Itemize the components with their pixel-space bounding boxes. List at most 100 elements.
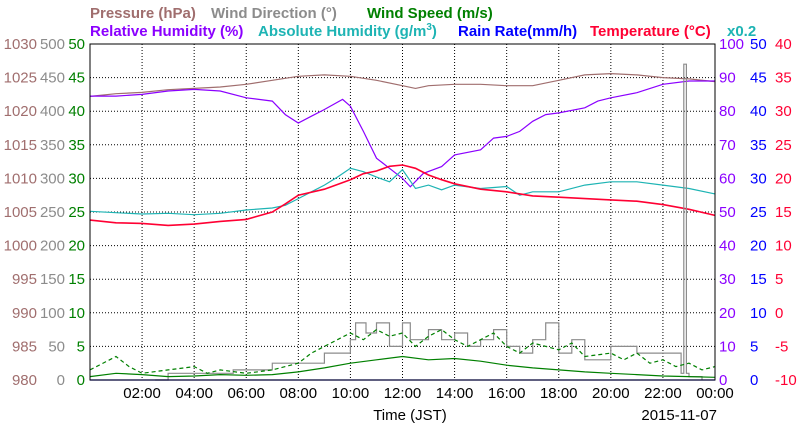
y-tick-temperature: 0 bbox=[775, 305, 783, 322]
y-tick-wind_speed: 0 bbox=[77, 372, 85, 389]
y-tick-absolute_humidity: 5 bbox=[750, 338, 758, 355]
y-tick-relative_humidity: 0 bbox=[719, 372, 727, 389]
y-tick-pressure: 1010 bbox=[4, 170, 37, 187]
y-tick-absolute_humidity: 25 bbox=[750, 204, 767, 221]
y-tick-wind_direction: 100 bbox=[40, 305, 65, 322]
y-tick-wind_speed: 35 bbox=[68, 137, 85, 154]
plot-frame bbox=[89, 43, 716, 381]
y-tick-wind_direction: 250 bbox=[40, 204, 65, 221]
legend-absolute-humidity-suffix: ) bbox=[432, 23, 437, 40]
y-tick-temperature: 20 bbox=[775, 170, 792, 187]
y-tick-absolute_humidity: 0 bbox=[750, 372, 758, 389]
y-tick-temperature: -10 bbox=[775, 372, 797, 389]
y-tick-pressure: 990 bbox=[12, 305, 37, 322]
y-tick-temperature: 30 bbox=[775, 103, 792, 120]
y-tick-wind_speed: 45 bbox=[68, 70, 85, 87]
y-tick-temperature: 25 bbox=[775, 137, 792, 154]
x-axis-label: Time (JST) bbox=[373, 407, 447, 424]
legend-absolute-humidity-text: Absolute Humidity (g/m bbox=[258, 23, 426, 40]
series-absolute_humidity bbox=[89, 167, 716, 216]
y-tick-wind_speed: 40 bbox=[68, 103, 85, 120]
y-tick-absolute_humidity: 20 bbox=[750, 238, 767, 255]
y-tick-wind_speed: 20 bbox=[68, 238, 85, 255]
legend-temperature: Temperature (°C) bbox=[590, 23, 711, 40]
y-tick-temperature: 15 bbox=[775, 204, 792, 221]
y-tick-absolute_humidity: 45 bbox=[750, 70, 767, 87]
y-tick-relative_humidity: 70 bbox=[719, 137, 736, 154]
y-tick-wind_direction: 200 bbox=[40, 238, 65, 255]
y-tick-absolute_humidity: 15 bbox=[750, 271, 767, 288]
y-tick-temperature: 35 bbox=[775, 70, 792, 87]
y-tick-pressure: 1030 bbox=[4, 36, 37, 53]
y-tick-temperature: 10 bbox=[775, 238, 792, 255]
y-tick-wind_speed: 25 bbox=[68, 204, 85, 221]
y-tick-absolute_humidity: 35 bbox=[750, 137, 767, 154]
y-tick-temperature: 40 bbox=[775, 36, 792, 53]
y-tick-relative_humidity: 10 bbox=[719, 338, 736, 355]
legend-absolute-humidity: Absolute Humidity (g/m3) bbox=[258, 22, 437, 40]
y-tick-absolute_humidity: 30 bbox=[750, 170, 767, 187]
y-tick-absolute_humidity: 10 bbox=[750, 305, 767, 322]
x-tick-label: 08:00 bbox=[280, 385, 318, 402]
x-tick-label: 14:00 bbox=[436, 385, 474, 402]
x-tick-label: 22:00 bbox=[644, 385, 682, 402]
x-tick-label: 06:00 bbox=[227, 385, 265, 402]
y-tick-wind_direction: 350 bbox=[40, 137, 65, 154]
legend-absolute-humidity-exp: 3 bbox=[426, 22, 432, 33]
y-tick-temperature: 5 bbox=[775, 271, 783, 288]
y-tick-relative_humidity: 30 bbox=[719, 271, 736, 288]
x-tick-label: 00:00 bbox=[696, 385, 734, 402]
x-tick-label: 04:00 bbox=[175, 385, 213, 402]
y-tick-wind_speed: 5 bbox=[77, 338, 85, 355]
series-pressure bbox=[89, 72, 716, 97]
y-tick-relative_humidity: 90 bbox=[719, 70, 736, 87]
y-tick-relative_humidity: 40 bbox=[719, 238, 736, 255]
legend-rain-rate: Rain Rate(mm/h) bbox=[458, 23, 577, 40]
y-tick-pressure: 995 bbox=[12, 271, 37, 288]
y-tick-wind_direction: 500 bbox=[40, 36, 65, 53]
y-tick-wind_direction: 300 bbox=[40, 170, 65, 187]
legend-pressure: Pressure (hPa) bbox=[90, 5, 196, 22]
x-tick-label: 16:00 bbox=[488, 385, 526, 402]
y-tick-absolute_humidity: 40 bbox=[750, 103, 767, 120]
y-tick-wind_direction: 0 bbox=[57, 372, 65, 389]
y-tick-wind_direction: 450 bbox=[40, 70, 65, 87]
y-tick-relative_humidity: 50 bbox=[719, 204, 736, 221]
x-tick-label: 12:00 bbox=[384, 385, 422, 402]
legend-rain-scale: x0.2 bbox=[727, 23, 756, 40]
y-tick-relative_humidity: 60 bbox=[719, 170, 736, 187]
series-relative_humidity bbox=[90, 80, 715, 188]
y-tick-pressure: 980 bbox=[12, 372, 37, 389]
plot-area bbox=[89, 63, 716, 381]
series-wind_speed-dashed bbox=[89, 328, 716, 374]
y-tick-wind_speed: 10 bbox=[68, 305, 85, 322]
legend-wind-direction: Wind Direction (°) bbox=[211, 5, 337, 22]
date-label: 2015-11-07 bbox=[641, 407, 717, 424]
y-tick-wind_direction: 400 bbox=[40, 103, 65, 120]
series-wind_speed bbox=[89, 355, 716, 378]
x-tick-label: 20:00 bbox=[592, 385, 630, 402]
x-tick-label: 10:00 bbox=[332, 385, 370, 402]
y-tick-pressure: 1015 bbox=[4, 137, 37, 154]
series-wind_direction-step bbox=[155, 63, 703, 381]
y-tick-wind_speed: 15 bbox=[68, 271, 85, 288]
y-tick-relative_humidity: 100 bbox=[719, 36, 744, 53]
y-tick-pressure: 1020 bbox=[4, 103, 37, 120]
y-tick-pressure: 985 bbox=[12, 338, 37, 355]
y-tick-temperature: -5 bbox=[775, 338, 788, 355]
y-tick-wind_direction: 50 bbox=[48, 338, 65, 355]
x-tick-label: 02:00 bbox=[123, 385, 161, 402]
y-tick-absolute_humidity: 50 bbox=[750, 36, 767, 53]
y-tick-wind_speed: 50 bbox=[68, 36, 85, 53]
axes: 02:00 04:00 06:00 08:00 10:00 12:00 14:00 16:00… bbox=[4, 36, 797, 402]
legend-wind-speed: Wind Speed (m/s) bbox=[367, 5, 493, 22]
y-tick-pressure: 1000 bbox=[4, 238, 37, 255]
x-tick-label: 18:00 bbox=[540, 385, 578, 402]
legend-relative-humidity: Relative Humidity (%) bbox=[90, 23, 243, 40]
y-tick-relative_humidity: 80 bbox=[719, 103, 736, 120]
y-tick-relative_humidity: 20 bbox=[719, 305, 736, 322]
y-tick-wind_direction: 150 bbox=[40, 271, 65, 288]
series-temperature bbox=[89, 164, 716, 227]
y-tick-pressure: 1025 bbox=[4, 70, 37, 87]
